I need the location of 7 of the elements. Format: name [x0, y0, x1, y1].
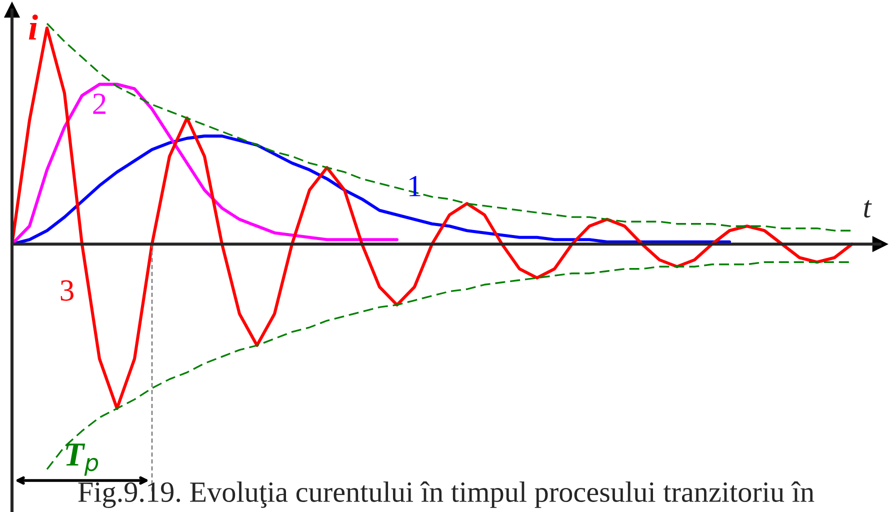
series-label: 3	[60, 280, 74, 301]
annotation: T$_{p}$	[66, 444, 98, 476]
series-label: 1	[410, 176, 420, 196]
x-axis-title: t	[864, 200, 872, 218]
caption: Fig.9.19. Evoluţia curentului în timpul procesului tranzitoriu în	[78, 481, 814, 508]
series-label: 2	[93, 94, 106, 114]
y-axis-title: i	[28, 14, 38, 40]
